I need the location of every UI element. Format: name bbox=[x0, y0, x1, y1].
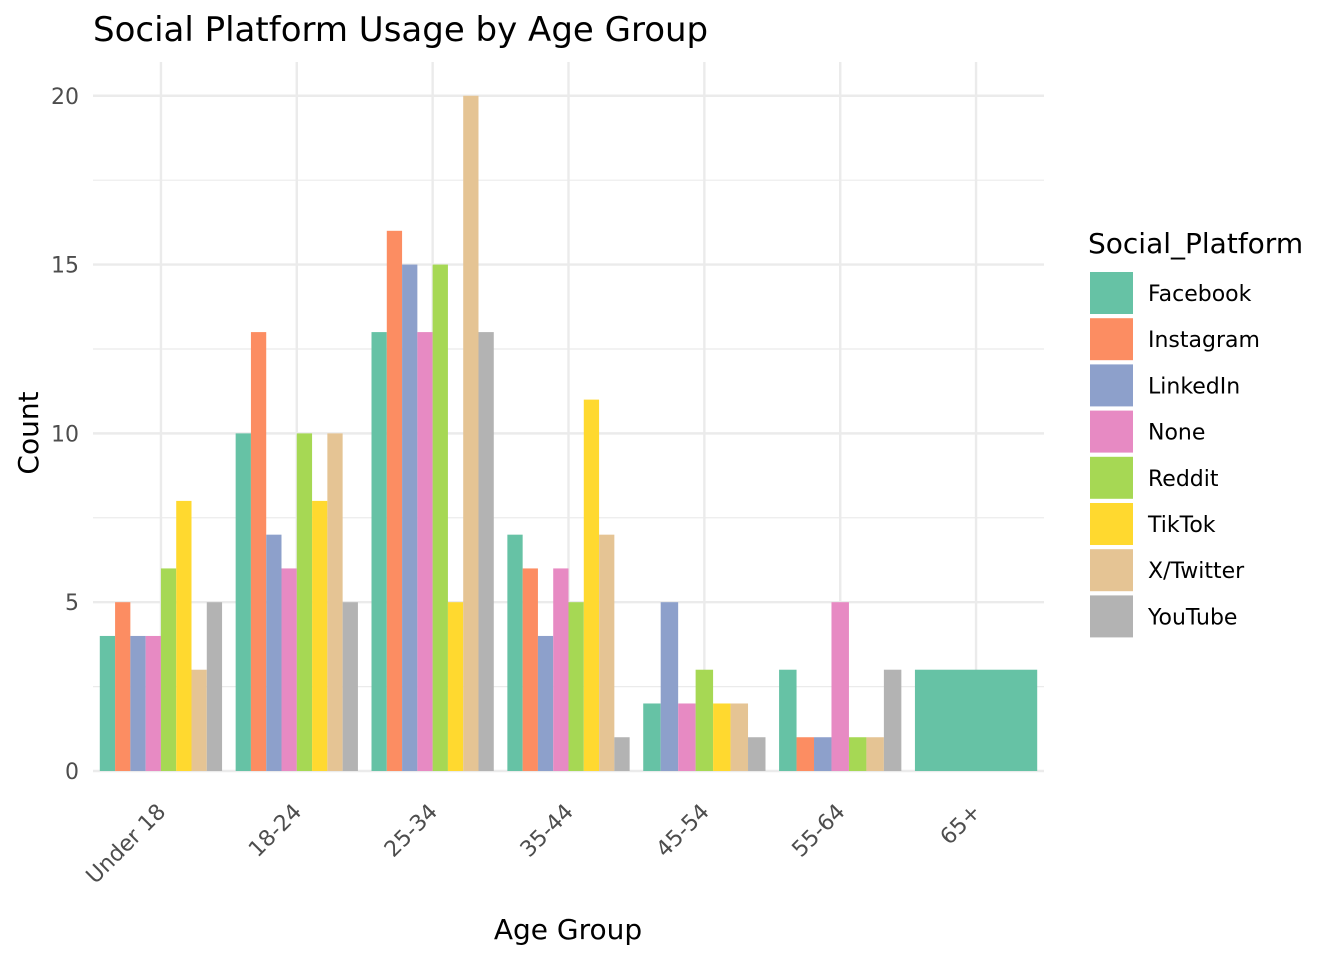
legend: Social_Platform Facebook Instagram LinkedI… bbox=[1088, 227, 1303, 638]
legend-label: None bbox=[1148, 421, 1205, 446]
bar bbox=[599, 534, 615, 771]
legend-label: Facebook bbox=[1148, 282, 1252, 307]
bar bbox=[748, 737, 766, 771]
bar bbox=[730, 703, 749, 771]
x-tick-label: Under 18 bbox=[82, 800, 172, 890]
bar bbox=[713, 703, 731, 771]
bar bbox=[99, 635, 116, 771]
bar bbox=[507, 534, 523, 771]
y-axis-ticks: 0 5 10 15 20 bbox=[51, 85, 79, 785]
bar bbox=[130, 635, 146, 771]
x-axis-title: Age Group bbox=[494, 913, 642, 946]
bar bbox=[115, 602, 131, 771]
x-tick-label: 35-44 bbox=[516, 800, 579, 863]
legend-label: Instagram bbox=[1148, 328, 1260, 353]
bar bbox=[176, 500, 192, 771]
legend-key bbox=[1090, 318, 1133, 361]
bar bbox=[643, 703, 661, 771]
y-tick-label: 0 bbox=[65, 760, 79, 785]
x-tick-label: 55-64 bbox=[788, 800, 851, 863]
x-axis-ticks: Under 18 18-24 25-34 35-44 45-54 55-64 65+ bbox=[82, 800, 987, 890]
bar bbox=[678, 703, 696, 771]
legend-key bbox=[1090, 456, 1133, 499]
legend-key bbox=[1090, 410, 1133, 453]
chart-title: Social Platform Usage by Age Group bbox=[93, 10, 708, 50]
bar bbox=[250, 332, 267, 771]
legend-key bbox=[1090, 272, 1133, 314]
bar bbox=[417, 332, 433, 771]
bar bbox=[537, 635, 554, 771]
bar bbox=[371, 332, 387, 771]
legend-title: Social_Platform bbox=[1088, 227, 1303, 260]
x-tick-label: 25-34 bbox=[380, 800, 443, 863]
bar bbox=[914, 669, 1038, 771]
legend-label: TikTok bbox=[1147, 513, 1216, 538]
legend-label: LinkedIn bbox=[1148, 374, 1240, 399]
bar bbox=[342, 602, 358, 771]
bar bbox=[402, 264, 418, 771]
bar bbox=[614, 737, 630, 771]
bar bbox=[583, 399, 600, 771]
legend-label: YouTube bbox=[1147, 605, 1237, 630]
legend-key bbox=[1090, 364, 1133, 407]
bar bbox=[235, 433, 251, 771]
bar bbox=[160, 568, 177, 771]
bar bbox=[281, 568, 297, 771]
bar bbox=[660, 602, 679, 771]
bars bbox=[99, 95, 1038, 772]
legend-items: Facebook Instagram LinkedIn None Reddit TikTo… bbox=[1090, 272, 1260, 638]
bar bbox=[796, 737, 815, 771]
bar bbox=[386, 230, 403, 772]
x-tick-label: 65+ bbox=[936, 800, 987, 851]
bar bbox=[568, 602, 584, 771]
bar bbox=[779, 669, 797, 771]
bar bbox=[296, 433, 313, 771]
bar bbox=[478, 332, 494, 771]
legend-key bbox=[1090, 549, 1133, 592]
bar bbox=[522, 568, 538, 771]
bar bbox=[463, 95, 479, 771]
x-tick-label: 18-24 bbox=[244, 800, 307, 863]
bar bbox=[848, 737, 867, 771]
bar bbox=[866, 737, 884, 771]
bar bbox=[191, 669, 207, 771]
y-axis-title: Count bbox=[12, 391, 45, 474]
legend-label: Reddit bbox=[1148, 467, 1219, 492]
bar bbox=[553, 568, 569, 771]
x-tick-label: 45-54 bbox=[652, 800, 715, 863]
legend-key bbox=[1090, 595, 1133, 638]
bar bbox=[206, 602, 223, 771]
y-tick-label: 15 bbox=[51, 254, 79, 279]
y-tick-label: 10 bbox=[51, 422, 79, 447]
bar bbox=[831, 602, 849, 771]
bar bbox=[883, 669, 902, 771]
bar bbox=[695, 669, 714, 771]
y-tick-label: 20 bbox=[51, 85, 79, 110]
y-tick-label: 5 bbox=[65, 591, 79, 616]
bar bbox=[145, 635, 161, 771]
bar bbox=[266, 534, 282, 771]
bar bbox=[814, 737, 832, 771]
legend-key bbox=[1090, 503, 1133, 545]
bar bbox=[312, 500, 328, 771]
legend-label: X/Twitter bbox=[1148, 559, 1245, 584]
bar bbox=[432, 264, 448, 771]
bar bbox=[327, 433, 343, 771]
bar bbox=[447, 602, 464, 771]
